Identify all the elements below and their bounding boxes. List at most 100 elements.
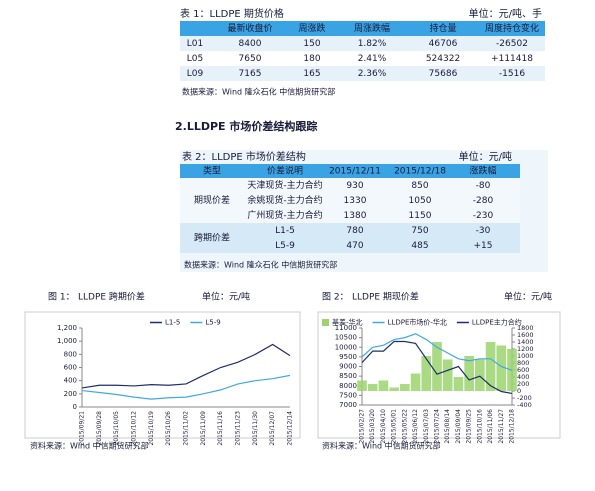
table-cell: 750 <box>411 226 428 236</box>
figure1-frame <box>24 311 301 439</box>
table-cell: -30 <box>476 226 491 236</box>
x-tick-label: 2015/06/12 <box>412 409 419 444</box>
table-cell: -80 <box>476 181 491 191</box>
x-tick-label: 2015/02/27 <box>359 409 366 444</box>
table-cell: 470 <box>346 241 363 251</box>
legend-label: L5-9 <box>205 319 220 327</box>
y2-tick-label: 1200 <box>517 345 534 353</box>
table-cell: 2.41% <box>358 54 387 64</box>
legend-label: LLDPE主力合约 <box>472 318 522 327</box>
x-tick-label: 2015/04/10 <box>380 409 387 444</box>
table-source: 数据来源：Wind 隆众石化 中信期货研究部 <box>184 260 337 270</box>
table-cell: -26502 <box>496 39 528 49</box>
bar <box>432 342 442 391</box>
table-row <box>180 51 545 66</box>
bar <box>464 356 474 391</box>
y-tick-label: 8000 <box>339 382 357 390</box>
x-tick-label: 2015/07/03 <box>423 409 430 444</box>
header-cell: 周涨跌 <box>298 23 325 34</box>
table-row <box>180 66 545 81</box>
table-cell: 75686 <box>429 69 458 79</box>
table-cell: L05 <box>187 54 203 64</box>
header-cell: 价差说明 <box>267 165 303 177</box>
x-tick-label: 2015/10/26 <box>165 411 172 446</box>
table-cell: 485 <box>411 241 428 251</box>
table-cell: 524322 <box>426 54 460 64</box>
x-tick-label: 2015/09/28 <box>96 411 103 446</box>
y-tick-label: 600 <box>64 364 77 372</box>
table-cell: L01 <box>187 39 203 49</box>
series-line <box>81 374 291 400</box>
y-tick-label: 1,200 <box>57 324 77 332</box>
table-cell: -1516 <box>499 69 525 79</box>
y-tick-label: 200 <box>64 390 77 398</box>
table-cell: 850 <box>411 181 428 191</box>
header-cell: 2015/12/18 <box>394 167 446 177</box>
figure-label: 图 1： <box>48 292 75 303</box>
header-cell: 2015/12/11 <box>329 167 381 177</box>
table-cell: 7165 <box>239 69 262 79</box>
x-tick-label: 2015/10/16 <box>476 409 483 444</box>
table-cell: 150 <box>303 39 320 49</box>
y-tick-label: 9000 <box>339 363 357 371</box>
y-tick-label: 11000 <box>335 324 357 332</box>
table-cell: 165 <box>303 69 320 79</box>
table-cell: +15 <box>474 241 493 251</box>
series-line <box>361 340 513 395</box>
figure-title: LLDPE 跨期价差 <box>78 291 145 303</box>
bar <box>485 342 496 391</box>
table-group <box>180 223 520 253</box>
x-tick-label: 2015/10/19 <box>148 411 155 446</box>
y-tick-label: 8500 <box>339 372 357 380</box>
table-cell: 天津现货-主力合约 <box>247 179 322 191</box>
section-heading: 2.LLDPE 市场价差结构跟踪 <box>175 119 317 133</box>
table-cell: +111418 <box>491 54 533 64</box>
table-cell: L09 <box>187 69 204 79</box>
table-cell: 46706 <box>429 39 458 49</box>
legend-label: 基差-华北 <box>332 318 363 327</box>
header-cell: 类型 <box>203 165 221 177</box>
y2-tick-label: 0 <box>517 387 521 395</box>
figure-unit: 单位：元/吨 <box>202 291 250 303</box>
y2-tick-label: -200 <box>517 394 532 402</box>
table-cell: 1380 <box>344 211 367 221</box>
header-cell: 周度持仓变化 <box>485 22 539 34</box>
x-tick-label: 2015/05/22 <box>401 409 408 444</box>
y-tick-label: 1,000 <box>57 337 77 345</box>
legend-label: LLDPE市场价-华北 <box>388 318 447 327</box>
y-tick-label: 9500 <box>339 353 357 361</box>
header-cell: 持仓量 <box>429 22 456 34</box>
table-cell: 7650 <box>239 54 262 64</box>
x-tick-label: 2015/11/02 <box>183 411 190 446</box>
x-tick-label: 2015/08/14 <box>444 409 451 444</box>
y-tick-label: 10500 <box>335 334 357 342</box>
x-tick-label: 2015/09/04 <box>455 409 462 444</box>
bar <box>400 384 410 391</box>
table-unit: 单位：元/吨 <box>459 150 512 163</box>
figure-unit: 单位：元/吨 <box>504 291 552 303</box>
x-tick-label: 2015/12/18 <box>509 409 516 444</box>
group-label: 跨期价差 <box>194 232 230 244</box>
x-tick-label: 2015/11/09 <box>200 411 207 446</box>
bar <box>475 359 485 391</box>
table-cell: 780 <box>346 226 363 236</box>
y2-tick-label: 200 <box>517 380 529 388</box>
table-cell: -280 <box>473 196 494 206</box>
table-cell: 1330 <box>344 196 367 206</box>
y2-tick-label: 1000 <box>517 352 534 360</box>
bar <box>410 373 421 391</box>
y2-tick-label: 1400 <box>517 338 534 346</box>
y2-tick-label: 800 <box>517 359 529 367</box>
x-tick-label: 2015/11/23 <box>235 411 242 446</box>
y2-tick-label: 600 <box>517 366 529 374</box>
table-cell: 1050 <box>409 196 432 206</box>
y2-tick-label: 1800 <box>517 324 534 332</box>
x-tick-label: 2015/11/30 <box>252 411 259 446</box>
bar <box>496 345 507 391</box>
table-cell: 930 <box>346 181 363 191</box>
table-cell: 180 <box>303 54 320 64</box>
y2-tick-label: 1600 <box>517 331 534 339</box>
y-tick-label: 400 <box>64 377 77 385</box>
x-tick-label: 2015/11/27 <box>498 409 505 444</box>
